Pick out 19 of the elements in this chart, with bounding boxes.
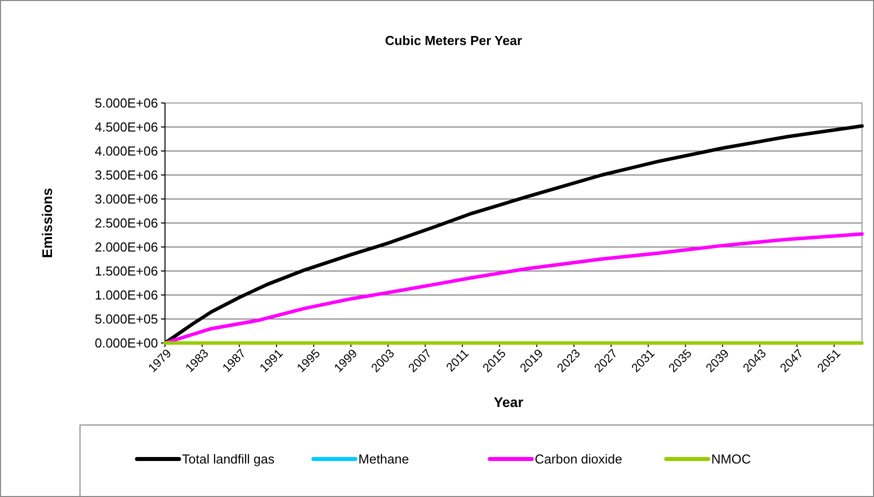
y-axis-title: Emissions <box>39 188 55 258</box>
y-tick-label: 5.000E+05 <box>94 312 158 327</box>
y-tick-label: 5.000E+06 <box>94 96 158 111</box>
legend-label: Total landfill gas <box>182 452 275 467</box>
legend-label: Carbon dioxide <box>534 452 622 467</box>
y-tick-label: 4.000E+06 <box>94 144 158 159</box>
x-axis-title: Year <box>494 394 524 410</box>
y-tick-label: 3.500E+06 <box>94 168 158 183</box>
legend-label: Methane <box>358 452 409 467</box>
y-tick-label: 1.000E+06 <box>94 288 158 303</box>
line-series <box>163 232 864 345</box>
y-tick-label: 3.000E+06 <box>94 192 158 207</box>
y-tick-label: 2.000E+06 <box>94 240 158 255</box>
y-tick-label: 0.000E+00 <box>94 336 158 351</box>
y-tick-label: 4.500E+06 <box>94 120 158 135</box>
chart-title: Cubic Meters Per Year <box>384 33 522 48</box>
y-tick-label: 1.500E+06 <box>94 264 158 279</box>
legend-label: NMOC <box>711 452 751 467</box>
y-tick-label: 2.500E+06 <box>94 216 158 231</box>
